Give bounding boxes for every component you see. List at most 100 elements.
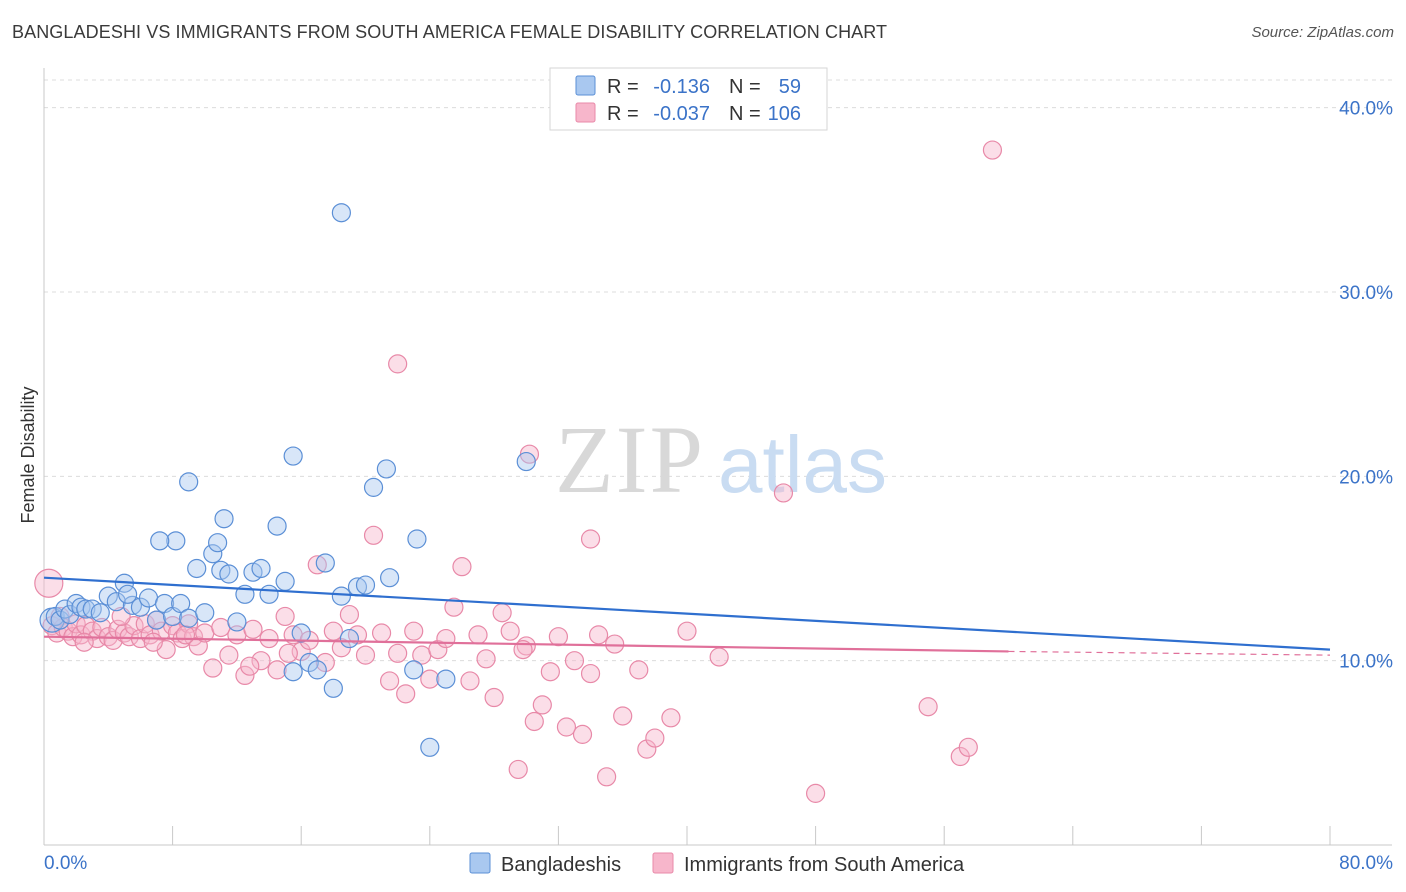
data-point-bangladeshis: [299, 652, 319, 673]
data-point-bangladeshis: [331, 586, 351, 606]
legend-swatch-blue: [575, 75, 596, 96]
legend-n-label-1: N =: [729, 76, 761, 98]
data-point-bangladeshis: [267, 516, 287, 536]
data-point-immigrants: [613, 706, 633, 726]
data-point-bangladeshis: [376, 459, 396, 479]
data-point-bangladeshis: [171, 593, 191, 614]
source-label: Source: ZipAtlas.com: [1251, 24, 1394, 41]
data-point-bangladeshis: [331, 203, 351, 223]
tick-labels: 10.0% 20.0% 30.0% 40.0% 0.0% 80.0%: [44, 99, 1393, 874]
data-point-bangladeshis: [283, 446, 303, 466]
data-point-immigrants: [452, 557, 472, 577]
data-point-immigrants: [339, 604, 360, 625]
data-point-immigrants: [958, 737, 978, 757]
data-point-bangladeshis: [146, 610, 167, 630]
x-tick-label: 80.0%: [1339, 853, 1393, 874]
data-point-immigrants: [203, 658, 223, 678]
series-bangladeshis: [39, 203, 536, 757]
data-point-bangladeshis: [76, 599, 96, 619]
legend-r-value-1: -0.136: [653, 76, 710, 98]
data-point-immigrants: [143, 632, 163, 652]
data-point-bangladeshis: [166, 531, 186, 551]
trend-line-immigrants: [43, 635, 1009, 653]
data-point-immigrants: [396, 684, 416, 704]
data-point-bangladeshis: [187, 558, 207, 579]
data-point-bangladeshis: [275, 571, 295, 591]
data-point-bangladeshis: [214, 509, 234, 529]
data-point-bangladeshis: [516, 451, 536, 472]
data-point-immigrants: [74, 632, 94, 652]
chart-title: BANGLADESHI VS IMMIGRANTS FROM SOUTH AME…: [12, 22, 888, 42]
y-axis-title: Female Disability: [18, 386, 38, 523]
data-point-bangladeshis: [251, 558, 271, 579]
y-tick-label: 40.0%: [1339, 99, 1393, 120]
data-point-immigrants: [183, 627, 204, 647]
data-point-immigrants: [380, 671, 400, 691]
data-point-immigrants: [404, 621, 424, 641]
y-tick-label: 20.0%: [1339, 467, 1393, 488]
data-point-immigrants: [645, 728, 665, 748]
x-tick-label: 0.0%: [44, 853, 87, 874]
data-point-immigrants: [524, 711, 544, 732]
data-point-immigrants: [307, 555, 327, 575]
data-point-immigrants: [240, 656, 260, 676]
y-tick-label: 10.0%: [1339, 652, 1393, 673]
data-point-immigrants: [492, 603, 512, 623]
data-point-immigrants: [371, 623, 392, 643]
bottom-legend-label-blue: Bangladeshis: [501, 854, 621, 876]
trend-lines: [43, 576, 1331, 656]
data-point-immigrants: [235, 665, 255, 686]
data-point-immigrants: [34, 568, 64, 598]
data-point-immigrants: [918, 697, 938, 717]
data-point-bangladeshis: [219, 564, 239, 584]
data-point-bangladeshis: [259, 584, 279, 604]
data-point-bangladeshis: [227, 612, 247, 632]
data-point-immigrants: [661, 708, 681, 728]
data-point-bangladeshis: [407, 529, 427, 549]
data-point-immigrants: [275, 606, 295, 627]
data-point-immigrants: [580, 529, 601, 549]
watermark-zip: ZIP: [555, 406, 705, 513]
data-point-immigrants: [323, 621, 343, 641]
legend-box: [549, 67, 828, 131]
data-point-bangladeshis: [420, 737, 440, 757]
data-point-bangladeshis: [122, 595, 143, 615]
data-point-bangladeshis: [323, 678, 343, 698]
y-tick-label: 30.0%: [1339, 283, 1393, 304]
watermark-atlas: atlas: [718, 420, 887, 509]
data-point-bangladeshis: [90, 603, 110, 623]
data-point-immigrants: [709, 647, 729, 667]
data-point-immigrants: [572, 724, 593, 744]
data-point-bangladeshis: [203, 544, 223, 564]
data-point-immigrants: [548, 627, 569, 647]
data-point-immigrants: [388, 643, 408, 663]
data-point-immigrants: [436, 628, 456, 649]
trend-line-bangladeshis: [43, 576, 1331, 651]
legend-n-value-2: 106: [768, 103, 801, 125]
data-point-immigrants: [219, 645, 239, 665]
data-point-bangladeshis: [315, 553, 335, 573]
data-point-immigrants: [588, 625, 609, 645]
legend-r-label-1: R =: [607, 76, 639, 98]
data-point-immigrants: [103, 630, 123, 650]
zipatlas-watermark: ZIP atlas: [555, 406, 887, 513]
data-point-bangladeshis: [363, 477, 384, 497]
data-point-bangladeshis: [208, 533, 228, 553]
data-point-immigrants: [982, 140, 1003, 160]
data-point-immigrants: [605, 634, 625, 654]
legend-r-label-2: R =: [607, 103, 639, 125]
correlation-legend: R = -0.136 N = 59 R = -0.037 N = 106: [549, 67, 828, 131]
data-point-bangladeshis: [291, 623, 311, 643]
bottom-legend-swatch-blue: [469, 852, 491, 874]
data-point-immigrants: [460, 671, 480, 691]
data-point-immigrants: [540, 662, 560, 682]
legend-swatch-pink: [575, 102, 596, 123]
data-point-immigrants: [508, 759, 528, 780]
data-point-immigrants: [556, 717, 577, 737]
data-point-immigrants: [267, 660, 287, 680]
data-point-immigrants: [175, 625, 196, 645]
data-point-immigrants: [468, 625, 488, 645]
data-point-bangladeshis: [138, 588, 159, 608]
data-point-immigrants: [773, 483, 794, 503]
